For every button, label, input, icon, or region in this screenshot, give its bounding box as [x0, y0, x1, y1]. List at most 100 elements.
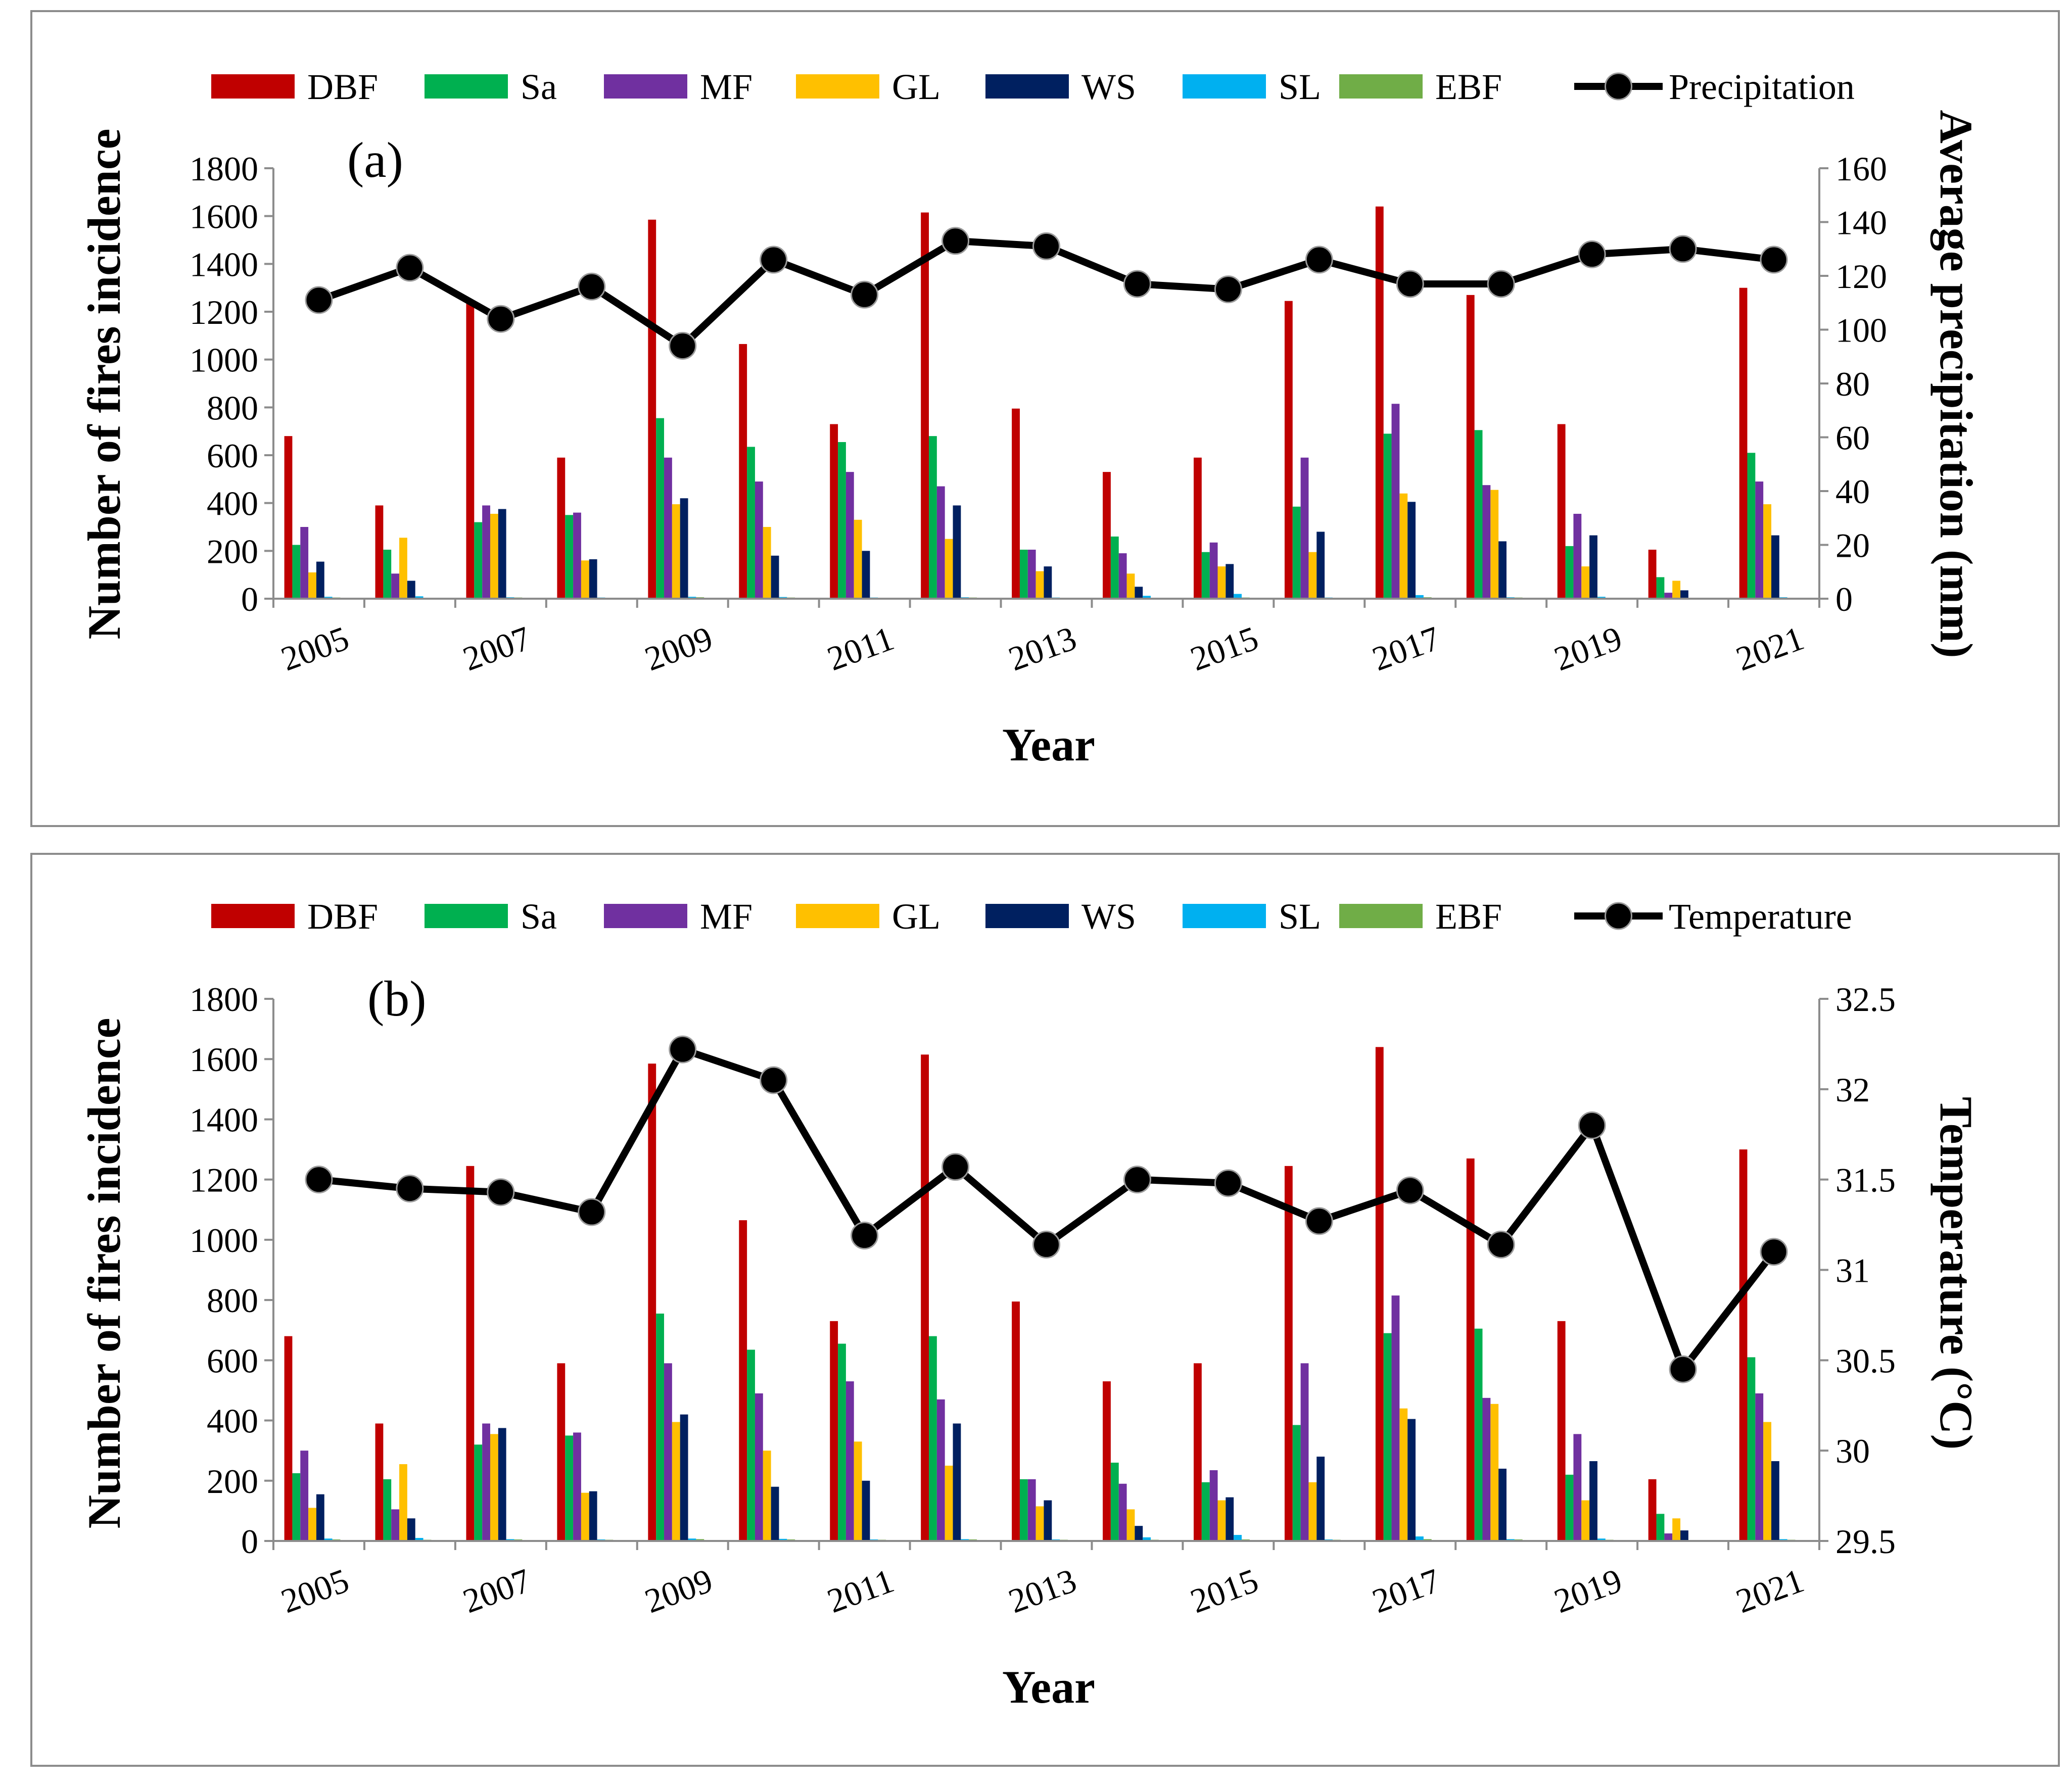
- bar-ws-2018: [1498, 541, 1507, 599]
- bar-ws-2021: [1771, 535, 1779, 599]
- bar-ws-2020: [1680, 590, 1688, 599]
- bar-sa-2014: [1110, 1463, 1119, 1541]
- bar-sa-2012: [929, 1336, 937, 1541]
- y-tick-label: 1800: [190, 980, 258, 1019]
- marker-precipitation-2018: [1487, 270, 1515, 298]
- bar-ws-2016: [1316, 1457, 1325, 1541]
- legend-label-precipitation: Precipitation: [1669, 67, 1855, 107]
- marker-precipitation-2019: [1578, 240, 1606, 268]
- bar-gl-2014: [1126, 1509, 1135, 1541]
- bar-gl-2008: [581, 1492, 589, 1541]
- panel-frame: [30, 10, 2060, 827]
- y-tick-label: 0: [241, 1522, 258, 1561]
- bar-gl-2012: [945, 539, 953, 599]
- y-tick-label: 1200: [190, 1161, 258, 1199]
- bar-sa-2019: [1565, 546, 1574, 599]
- legend-swatch-dbf: [211, 74, 295, 99]
- line-temperature: [318, 1046, 1777, 1373]
- y2-tick-label: 29.5: [1835, 1522, 1896, 1561]
- marker-precipitation-2008: [578, 272, 606, 301]
- bar-mf-2011: [845, 472, 854, 599]
- bar-sl-2005: [324, 1538, 333, 1541]
- legend-label-gl: GL: [892, 896, 940, 937]
- legend-label-mf: MF: [700, 896, 752, 937]
- bar-series-group: [284, 206, 1796, 599]
- bar-gl-2019: [1581, 1500, 1590, 1541]
- bar-sl-2010: [779, 1538, 787, 1541]
- bar-sl-2015: [1234, 1535, 1242, 1541]
- y-tick-label: 800: [207, 1281, 258, 1320]
- marker-precipitation-2013: [1032, 232, 1060, 260]
- bar-ws-2020: [1680, 1530, 1688, 1541]
- bar-dbf-2012: [921, 1054, 929, 1541]
- bar-gl-2006: [399, 538, 407, 599]
- marker-temperature-2009: [669, 1035, 697, 1064]
- y2-tick-label: 40: [1835, 472, 1870, 511]
- y-tick-label: 400: [207, 1402, 258, 1440]
- bar-dbf-2014: [1103, 472, 1111, 599]
- legend-swatch-ebf: [1339, 904, 1423, 928]
- bar-sa-2006: [383, 1479, 392, 1541]
- legend-swatch-ws: [985, 74, 1069, 99]
- x-tick-label: 2021: [1731, 1561, 1809, 1620]
- y-tick-label: 600: [207, 1341, 258, 1380]
- marker-temperature-2020: [1669, 1355, 1697, 1383]
- bar-dbf-2014: [1103, 1381, 1111, 1541]
- y2-tick-label: 31.5: [1835, 1161, 1896, 1199]
- bar-ws-2008: [589, 559, 597, 599]
- bar-dbf-2005: [284, 436, 293, 599]
- bar-sl-2014: [1143, 596, 1151, 599]
- bar-sa-2012: [929, 436, 937, 599]
- bar-sa-2011: [838, 442, 846, 599]
- bar-sa-2014: [1110, 536, 1119, 599]
- bar-sa-2016: [1292, 506, 1301, 599]
- y2-axis-title: Temperature (°C): [1930, 1097, 1982, 1450]
- y-tick-label: 1600: [190, 198, 258, 236]
- bar-mf-2012: [936, 486, 945, 599]
- x-tick-label: 2017: [1368, 1561, 1445, 1620]
- bar-mf-2021: [1755, 481, 1764, 599]
- y2-tick-label: 32: [1835, 1071, 1870, 1109]
- bar-dbf-2011: [830, 1321, 838, 1541]
- y2-tick-label: 0: [1835, 580, 1853, 618]
- bar-mf-2010: [755, 1393, 763, 1541]
- bar-ws-2012: [953, 505, 961, 599]
- bar-dbf-2015: [1194, 457, 1202, 599]
- chart-panel-b: 0 200 400 600 800 1000 1200 1400 1600 1800 29.5 30 3…: [30, 853, 2060, 1767]
- y2-axis-title: Average precipitation (mm): [1930, 110, 1982, 658]
- bar-ws-2005: [316, 561, 324, 599]
- bar-mf-2020: [1664, 593, 1673, 599]
- bar-ws-2009: [680, 1414, 688, 1541]
- bar-sa-2008: [565, 515, 574, 599]
- y-tick-label: 400: [207, 485, 258, 523]
- bar-gl-2009: [672, 1422, 680, 1541]
- x-tick-label: 2009: [640, 1561, 718, 1620]
- bar-ws-2011: [862, 1480, 870, 1541]
- bar-sa-2019: [1565, 1474, 1574, 1541]
- chart-panel-a: 0 200 400 600 800 1000 1200 1400 1600 1800 0 20 40 60…: [30, 10, 2060, 827]
- x-axis-title: Year: [1002, 719, 1095, 770]
- bar-ws-2014: [1135, 587, 1143, 599]
- bar-ws-2005: [316, 1494, 324, 1541]
- bar-dbf-2007: [466, 1166, 475, 1541]
- bar-gl-2020: [1672, 581, 1681, 599]
- bar-gl-2017: [1399, 1408, 1408, 1541]
- bar-sl-2006: [415, 596, 423, 599]
- bar-mf-2017: [1391, 404, 1400, 599]
- marker-precipitation-2012: [941, 227, 970, 255]
- bar-sl-2015: [1234, 594, 1242, 599]
- marker-temperature-2018: [1487, 1230, 1515, 1259]
- legend-swatch-mf: [604, 74, 687, 99]
- bar-sa-2016: [1292, 1425, 1301, 1541]
- bar-mf-2015: [1209, 542, 1218, 599]
- bar-dbf-2009: [648, 1064, 656, 1541]
- y-axis-title: Number of fires incidence: [78, 1018, 130, 1528]
- bar-gl-2006: [399, 1464, 407, 1541]
- bar-dbf-2020: [1648, 1479, 1657, 1541]
- legend-label-temperature: Temperature: [1669, 896, 1852, 937]
- y-tick-label: 1000: [190, 1221, 258, 1260]
- bar-ws-2007: [498, 509, 506, 599]
- bar-dbf-2021: [1739, 287, 1748, 599]
- bar-mf-2005: [300, 1451, 309, 1541]
- bar-dbf-2013: [1012, 1301, 1020, 1541]
